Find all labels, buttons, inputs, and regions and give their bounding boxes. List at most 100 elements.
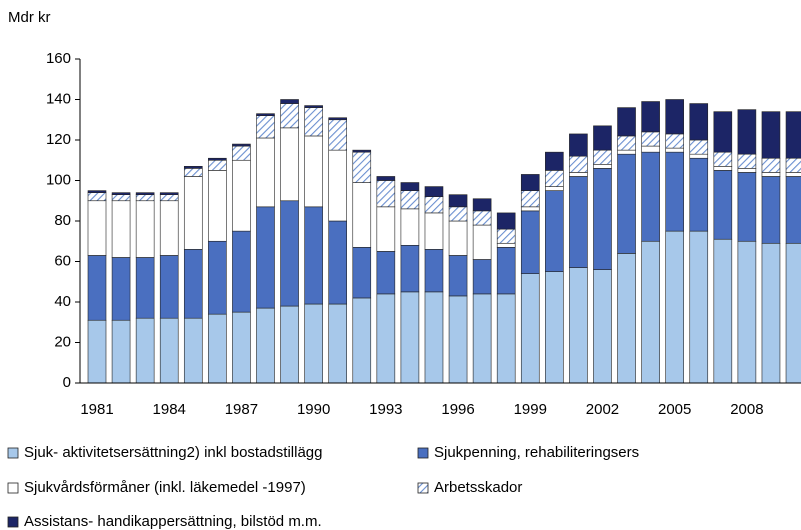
bar-segment — [665, 147, 684, 153]
bar-segment — [569, 133, 588, 157]
bar-segment — [641, 151, 660, 242]
bar-segment — [424, 212, 444, 250]
y-tick-label: 40 — [54, 293, 71, 310]
bar-segment — [111, 192, 131, 195]
bar-segment — [641, 240, 660, 384]
x-tick-label: 1987 — [225, 401, 258, 418]
bar-segment — [593, 149, 612, 165]
bar-segment — [472, 224, 492, 260]
bar-segment — [280, 127, 299, 202]
x-tick-label: 1999 — [514, 401, 547, 418]
bar-segment — [87, 190, 107, 193]
y-tick-label: 80 — [54, 212, 71, 229]
y-tick-label: 0 — [63, 374, 71, 391]
bar-segment — [737, 109, 757, 155]
bar-segment — [352, 247, 372, 299]
bar-segment — [159, 255, 179, 319]
bar-segment — [545, 271, 564, 384]
bar-segment — [472, 259, 492, 295]
bar-segment — [400, 291, 420, 384]
bar-segment — [328, 220, 348, 305]
bar-segment — [232, 143, 251, 147]
bar-segment — [689, 230, 709, 384]
bar-segment — [448, 194, 468, 208]
x-tick-label: 1981 — [80, 401, 113, 418]
bar-segment — [304, 105, 323, 108]
bar-segment — [256, 113, 275, 117]
bar-segment — [135, 200, 155, 258]
legend-swatch — [7, 447, 19, 459]
bar-segment — [737, 240, 757, 384]
bar-segment — [424, 196, 444, 214]
bar-segment — [617, 107, 636, 137]
bar-segment — [208, 240, 227, 315]
x-tick-label: 2005 — [658, 401, 691, 418]
bar-segment — [569, 155, 588, 173]
y-tick-label: 160 — [46, 50, 71, 67]
bar-segment — [376, 293, 396, 384]
bar-segment — [496, 247, 516, 295]
bar-segment — [328, 303, 348, 384]
bar-segment — [183, 317, 203, 384]
bar-segment — [135, 194, 155, 202]
bar-segment — [785, 111, 801, 159]
bar-segment — [665, 133, 684, 149]
bar-segment — [400, 190, 420, 210]
bar-segment — [496, 212, 516, 230]
bar-segment — [400, 182, 420, 191]
bar-segment — [183, 166, 203, 169]
y-tick-label: 20 — [54, 333, 71, 350]
bar-segment — [448, 220, 468, 256]
y-axis-label: Mdr kr — [8, 9, 51, 26]
bar-segment — [159, 192, 179, 195]
bar-segment — [472, 293, 492, 384]
bar-segment — [665, 99, 684, 135]
bar-segment — [617, 149, 636, 155]
x-tick-label: 1984 — [153, 401, 186, 418]
bar-segment — [376, 180, 396, 208]
bar-segment — [569, 176, 588, 268]
bar-segment — [304, 206, 323, 305]
bar-segment — [328, 119, 348, 151]
bar-segment — [593, 164, 612, 169]
bar-segment — [376, 251, 396, 295]
bar-segment — [520, 273, 540, 384]
bar-segment — [135, 317, 155, 384]
bar-segment — [737, 168, 757, 173]
bar-segment — [232, 230, 251, 313]
bar-segment — [761, 172, 781, 177]
legend-swatch — [417, 482, 429, 494]
bar-segment — [352, 151, 372, 183]
bar-segment — [665, 151, 684, 232]
bar-segment — [87, 255, 107, 321]
bar-segment — [689, 139, 709, 155]
bar-segment — [448, 206, 468, 222]
bar-segment — [87, 319, 107, 384]
bar-segment — [713, 111, 733, 153]
bar-segment — [689, 103, 709, 141]
bar-segment — [135, 192, 155, 195]
legend-swatch — [7, 482, 19, 494]
bar-segment — [569, 267, 588, 384]
bar-segment — [593, 269, 612, 384]
bar-segment — [352, 297, 372, 384]
bar-segment — [208, 157, 227, 161]
x-tick-label: 1990 — [297, 401, 330, 418]
bar-segment — [641, 101, 660, 133]
legend-label: Arbetsskador — [434, 479, 522, 496]
bar-segment — [761, 157, 781, 173]
bar-segment — [520, 190, 540, 208]
bar-segment — [545, 170, 564, 187]
bar-segment — [376, 176, 396, 181]
bar-segment — [713, 238, 733, 384]
bar-segment — [87, 200, 107, 256]
bar-segment — [713, 166, 733, 171]
bar-segment — [448, 295, 468, 384]
bar-segment — [87, 192, 107, 202]
y-tick-label: 100 — [46, 171, 71, 188]
bar-segment — [183, 168, 203, 177]
bar-segment — [545, 190, 564, 272]
bar-segment — [328, 117, 348, 121]
bar-segment — [232, 145, 251, 161]
x-tick-label: 1996 — [441, 401, 474, 418]
